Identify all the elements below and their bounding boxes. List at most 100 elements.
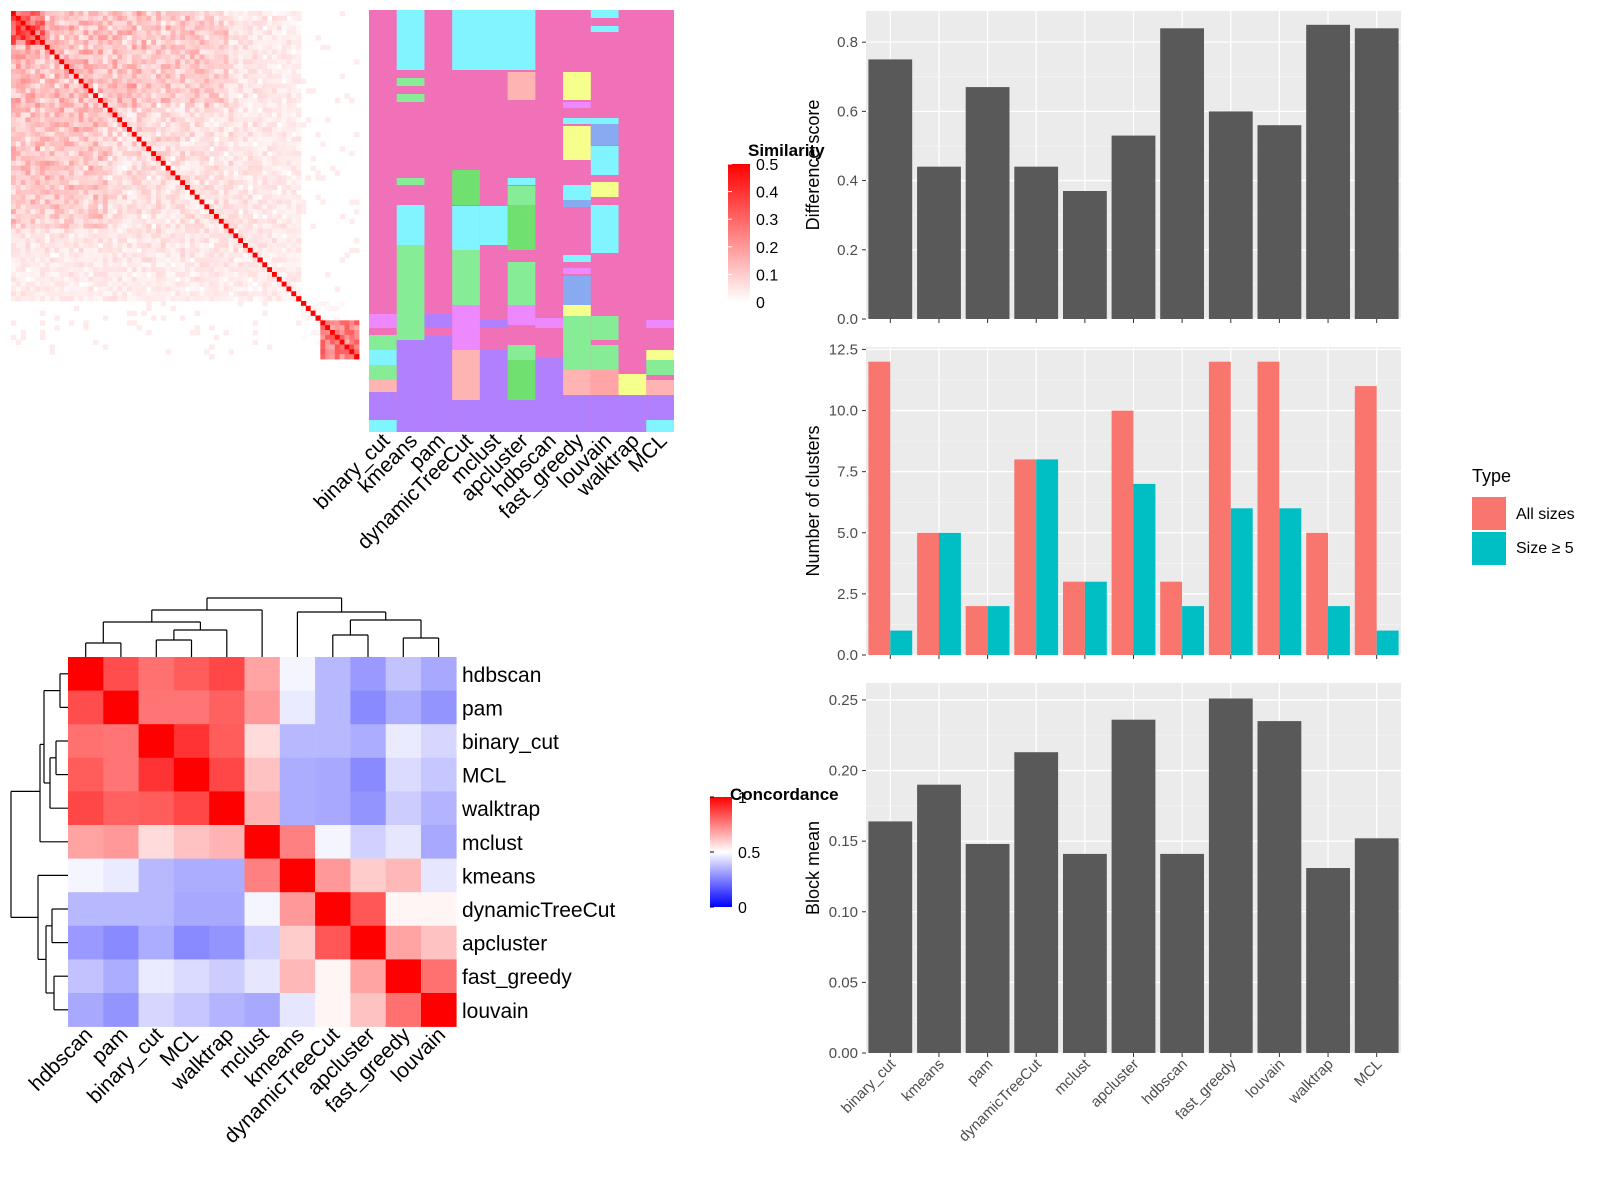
similarity-cell (165, 54, 171, 60)
similarity-cell (281, 122, 287, 128)
y-axis-title: Difference score (803, 100, 823, 231)
similarity-cell (185, 141, 191, 147)
similarity-cell (194, 83, 200, 89)
similarity-cell (194, 44, 200, 51)
similarity-cell (325, 301, 331, 307)
similarity-cell (20, 257, 26, 263)
similarity-cell (296, 93, 302, 99)
similarity-cell (330, 305, 336, 312)
similarity-cell (238, 146, 244, 152)
similarity-cell (160, 175, 167, 181)
similarity-cell (209, 69, 215, 75)
similarity-cell (141, 267, 147, 273)
similarity-cell (35, 257, 41, 263)
similarity-cell (69, 286, 75, 292)
similarity-cell (98, 151, 104, 157)
similarity-cell (354, 344, 360, 350)
bar-all-sizes (1111, 410, 1134, 655)
similarity-cell (83, 276, 89, 283)
similarity-cell (102, 54, 109, 60)
similarity-cell (209, 131, 215, 138)
similarity-cell (78, 214, 84, 220)
similarity-cell (78, 180, 84, 186)
similarity-cell (281, 136, 287, 142)
similarity-cell (11, 189, 17, 196)
similarity-cell (276, 170, 283, 176)
similarity-cell (25, 209, 31, 215)
similarity-cell (243, 223, 249, 229)
cluster-segment (396, 205, 425, 245)
similarity-cell (296, 49, 302, 55)
similarity-cell (233, 281, 239, 287)
similarity-cell (11, 25, 17, 31)
similarity-cell (102, 20, 109, 26)
similarity-cell (146, 160, 152, 167)
similarity-cell (156, 267, 162, 273)
similarity-cell (20, 281, 26, 287)
similarity-cell (122, 25, 128, 31)
similarity-cell (175, 54, 181, 60)
similarity-cell (334, 305, 341, 312)
similarity-cell (35, 180, 41, 186)
similarity-cell (131, 59, 138, 65)
similarity-cell (228, 204, 234, 210)
similarity-cell (243, 233, 249, 239)
similarity-cell (296, 11, 302, 17)
similarity-cell (291, 247, 297, 254)
similarity-cell (160, 83, 167, 89)
similarity-cell (165, 20, 171, 26)
similarity-cell (54, 170, 60, 176)
similarity-cell (78, 160, 84, 167)
similarity-cell (175, 189, 181, 196)
similarity-cell (291, 286, 297, 292)
similarity-cell (98, 223, 104, 229)
similarity-cell (102, 223, 109, 229)
similarity-cell (73, 112, 80, 118)
similarity-cell (131, 73, 138, 80)
similarity-cell (214, 199, 220, 205)
similarity-cell (11, 15, 17, 22)
similarity-cell (59, 223, 65, 229)
similarity-cell (117, 54, 123, 60)
similarity-cell (141, 15, 147, 22)
similarity-cell (122, 228, 128, 234)
similarity-cell (223, 15, 229, 22)
similarity-cell (136, 272, 142, 278)
similarity-cell (141, 276, 147, 283)
similarity-cell (15, 30, 22, 36)
similarity-cell (15, 20, 22, 26)
similarity-cell (93, 44, 99, 51)
similarity-cell (339, 320, 345, 326)
similarity-cell (156, 170, 162, 176)
similarity-cell (54, 243, 60, 249)
similarity-cell (141, 30, 147, 36)
similarity-cell (44, 64, 51, 70)
concordance-cell (209, 993, 245, 1027)
similarity-cell (272, 199, 278, 205)
similarity-cell (54, 93, 60, 99)
cluster-segment (507, 186, 536, 205)
similarity-cell (112, 54, 118, 60)
similarity-cell (262, 69, 268, 75)
similarity-cell (243, 93, 249, 99)
similarity-cell (44, 54, 51, 60)
cluster-segment (369, 335, 397, 350)
similarity-cell (286, 35, 292, 41)
similarity-cell (204, 286, 210, 292)
similarity-cell (185, 11, 191, 17)
similarity-cell (83, 122, 89, 128)
similarity-cell (11, 228, 17, 234)
similarity-cell (214, 218, 220, 225)
similarity-cell (25, 281, 31, 287)
similarity-cell (146, 209, 152, 215)
similarity-cell (286, 141, 292, 147)
similarity-cell (151, 59, 157, 65)
similarity-cell (315, 330, 321, 336)
similarity-cell (73, 233, 80, 239)
similarity-cell (107, 83, 113, 89)
cluster-segment (507, 205, 536, 250)
similarity-cell (243, 102, 249, 109)
similarity-cell (189, 214, 196, 220)
bar (1306, 24, 1350, 320)
similarity-cell (73, 257, 80, 263)
